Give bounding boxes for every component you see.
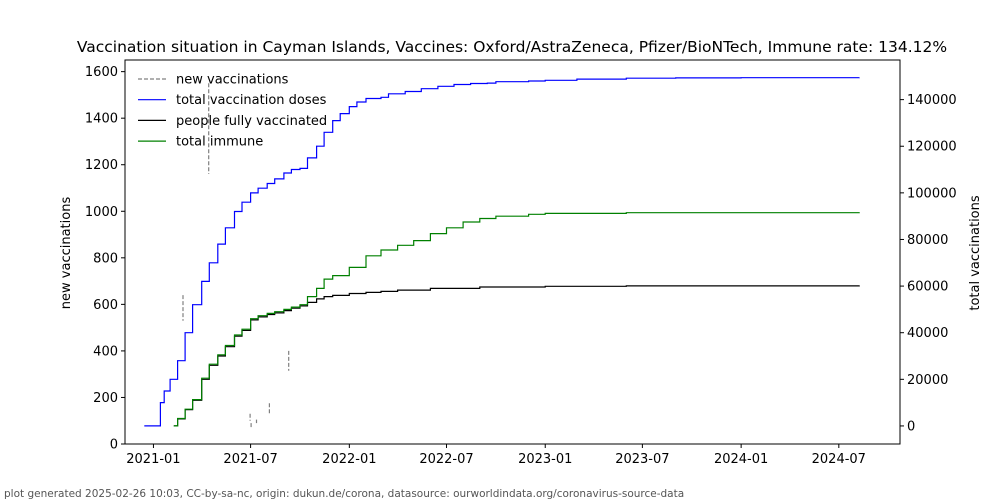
right-tick-label: 0 [907, 419, 915, 434]
x-tick-label: 2022-01 [322, 452, 376, 467]
x-tick-label: 2024-07 [812, 452, 866, 467]
total-vaccination-doses-line [144, 77, 860, 427]
left-tick-label: 400 [93, 344, 118, 359]
x-tick-label: 2021-01 [126, 452, 180, 467]
left-tick-label: 1200 [85, 158, 118, 173]
right-tick-label: 20000 [907, 373, 948, 388]
right-axis-label: total vaccinations [968, 195, 983, 311]
left-tick-label: 1000 [85, 205, 118, 220]
left-tick-label: 1400 [85, 112, 118, 127]
legend-label-people-fully-vaccinated: people fully vaccinated [176, 114, 327, 129]
left-axis-label: new vaccinations [59, 197, 74, 310]
x-axis-ticks: 2021-01 2021-07 2022-01 2022-07 2023-01 2023-… [126, 444, 866, 467]
footer-note: plot generated 2025-02-26 10:03, CC-by-s… [4, 488, 684, 500]
x-tick-label: 2021-07 [223, 452, 277, 467]
chart-title: Vaccination situation in Cayman Islands,… [77, 38, 947, 56]
x-tick-label: 2024-01 [714, 452, 768, 467]
left-tick-label: 600 [93, 298, 118, 313]
x-tick-label: 2022-07 [419, 452, 473, 467]
left-tick-label: 200 [93, 391, 118, 406]
right-axis-ticks: 0 20000 40000 60000 80000 100000 120000 140000 [900, 93, 957, 434]
x-tick-label: 2023-01 [518, 452, 572, 467]
right-tick-label: 60000 [907, 280, 948, 295]
right-tick-label: 40000 [907, 326, 948, 341]
right-tick-label: 120000 [907, 140, 957, 155]
right-tick-label: 100000 [907, 186, 957, 201]
right-tick-label: 80000 [907, 233, 948, 248]
left-axis-ticks: 0 200 400 600 800 1000 1200 1400 1600 [85, 65, 125, 453]
legend-label-total-vaccination-doses: total vaccination doses [176, 93, 327, 108]
x-tick-label: 2023-07 [615, 452, 669, 467]
legend-label-total-immune: total immune [176, 135, 263, 150]
plot-frame [124, 59, 901, 445]
legend-label-new-vaccinations: new vaccinations [176, 73, 289, 88]
left-tick-label: 800 [93, 251, 118, 266]
left-tick-label: 1600 [85, 65, 118, 80]
plot-area [124, 59, 901, 445]
total-immune-line [173, 212, 860, 427]
right-tick-label: 140000 [907, 93, 957, 108]
people-fully-vaccinated-line [173, 285, 860, 427]
legend: new vaccinations total vaccination doses p… [138, 73, 327, 150]
new-vaccinations-series [182, 83, 290, 428]
left-tick-label: 0 [110, 438, 118, 453]
